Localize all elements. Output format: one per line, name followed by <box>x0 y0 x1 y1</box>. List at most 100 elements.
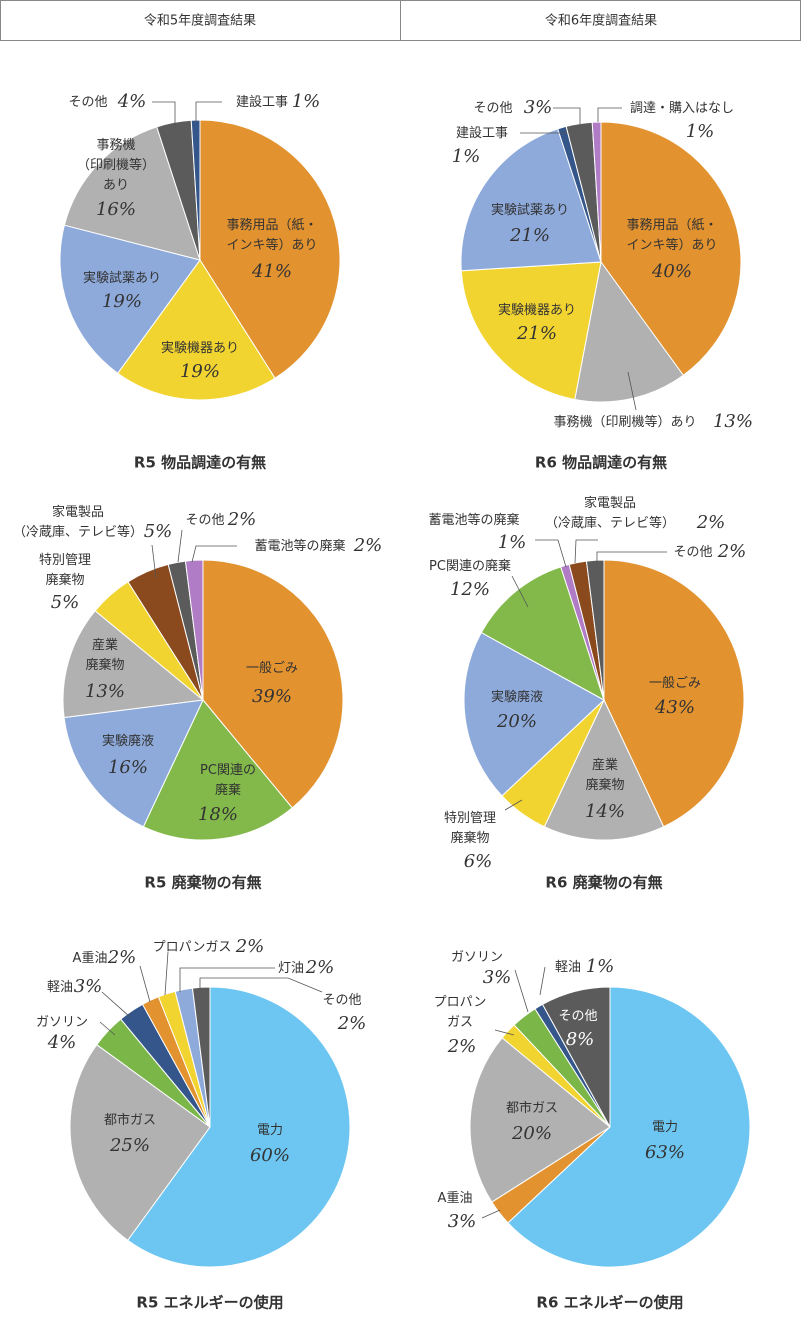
value-label: 1% <box>586 956 615 977</box>
value-label: 2% <box>305 957 335 978</box>
pie-slice <box>507 986 751 1268</box>
slice-label: 特別管理廃棄物 <box>39 553 91 588</box>
value-label: 2% <box>717 541 747 562</box>
leader-line <box>627 371 637 411</box>
pie-slice <box>591 121 602 263</box>
pie-slice <box>543 698 665 841</box>
slice-label: 産業廃棄物 <box>85 637 124 673</box>
slice-label: 都市ガス <box>104 1112 156 1128</box>
chart-title: R5 物品調達の有無 <box>134 454 266 472</box>
slice-label: 一般ごみ <box>649 675 701 691</box>
slice-label: 実験廃液 <box>102 733 154 749</box>
leader-line <box>179 967 275 992</box>
value-label: 12% <box>450 579 490 600</box>
slice-label: ガソリン <box>36 1015 88 1030</box>
pie-slice <box>460 261 602 401</box>
pie-slice <box>600 121 742 376</box>
chart-title: R5 エネルギーの使用 <box>136 1294 283 1312</box>
value-label: 3% <box>524 97 553 118</box>
value-label: 60% <box>250 1145 290 1166</box>
leader-line <box>177 529 183 563</box>
pie-slice <box>62 610 205 719</box>
value-label: 1% <box>292 91 321 112</box>
leader-line <box>514 969 529 1013</box>
value-label: 39% <box>252 686 292 707</box>
leader-line <box>539 966 546 996</box>
slice-label: 電力 <box>652 1120 678 1135</box>
pie-slice <box>603 559 745 828</box>
value-label: 43% <box>654 697 695 718</box>
value-label: 8% <box>566 1029 595 1050</box>
value-label: 25% <box>109 1135 150 1156</box>
slice-label: 実験試薬あり <box>83 270 161 286</box>
pie-slice <box>574 260 684 403</box>
leader-line <box>151 544 157 579</box>
slice-label: 軽油 <box>47 980 73 995</box>
value-label: 1% <box>452 146 481 167</box>
slice-label: 実験廃液 <box>491 689 543 705</box>
leader-line <box>574 539 598 564</box>
slice-label: その他 <box>68 95 107 110</box>
value-label: 14% <box>585 801 625 822</box>
slice-label: 電力 <box>257 1123 283 1138</box>
slice-label: 特別管理廃棄物 <box>444 811 496 846</box>
slice-label: その他 <box>673 545 712 560</box>
slice-label: 家電製品（冷蔵庫、テレビ等） <box>13 504 143 540</box>
slice-label: プロパンガス <box>153 940 232 955</box>
value-label: 20% <box>496 711 537 732</box>
value-label: 21% <box>516 323 557 344</box>
leader-line <box>139 965 151 1003</box>
leader-line <box>99 1021 116 1036</box>
slice-label: 実験機器あり <box>161 340 239 356</box>
value-label: 2% <box>337 1013 367 1034</box>
value-label: 1% <box>498 532 527 553</box>
value-label: 2% <box>227 509 257 530</box>
slice-label: 実験機器あり <box>498 302 576 318</box>
slice-label: その他 <box>558 1009 597 1024</box>
leader-line <box>520 130 567 134</box>
value-label: 6% <box>464 851 493 872</box>
pie-slice <box>127 986 351 1268</box>
chart-title: R6 廃棄物の有無 <box>545 874 662 892</box>
leader-line <box>199 977 323 993</box>
slice-label: その他 <box>185 513 224 528</box>
pie-slice <box>463 631 605 797</box>
slice-label: プロパンガス <box>434 995 487 1030</box>
value-label: 16% <box>96 199 136 220</box>
pie-slice <box>69 1044 211 1241</box>
value-label: 40% <box>651 261 692 282</box>
slice-label: 事務用品（紙・インキ等）あり <box>626 218 717 253</box>
value-label: 3% <box>74 976 103 997</box>
slice-label: 事務機（印刷機等）あり <box>553 414 696 430</box>
pie-slice <box>202 559 344 809</box>
leader-line <box>597 107 622 122</box>
value-label: 63% <box>645 1142 685 1163</box>
pie-slice <box>63 699 204 828</box>
slice-label: 蓄電池等の廃棄 <box>254 538 345 554</box>
value-label: 18% <box>198 804 238 825</box>
slice-label: 建設工事 <box>456 125 508 141</box>
pie-slice <box>469 1037 611 1203</box>
value-label: 16% <box>108 757 148 778</box>
leader-line <box>191 545 237 563</box>
slice-label: 一般ごみ <box>246 660 298 676</box>
slice-label: 軽油 <box>555 960 581 975</box>
pie-slice <box>117 259 276 401</box>
slice-label: 建設工事 <box>236 94 288 110</box>
value-label: 3% <box>448 1211 477 1232</box>
leader-line <box>195 101 222 122</box>
slice-label: PC関連の廃棄 <box>200 763 256 798</box>
slice-label: 蓄電池等の廃棄 <box>428 512 519 528</box>
pie-slice <box>184 559 204 701</box>
header-cell: 令和5年度調査結果 <box>144 13 256 29</box>
leader-line <box>101 991 131 1018</box>
leader-line <box>494 1029 515 1036</box>
chart-title: R6 物品調達の有無 <box>535 454 667 472</box>
slice-label: その他 <box>322 993 361 1008</box>
value-label: 2% <box>353 535 383 556</box>
value-label: 2% <box>107 947 137 968</box>
slice-label: 産業廃棄物 <box>585 757 624 793</box>
value-label: 13% <box>85 681 125 702</box>
slice-label: A重油 <box>73 950 108 966</box>
